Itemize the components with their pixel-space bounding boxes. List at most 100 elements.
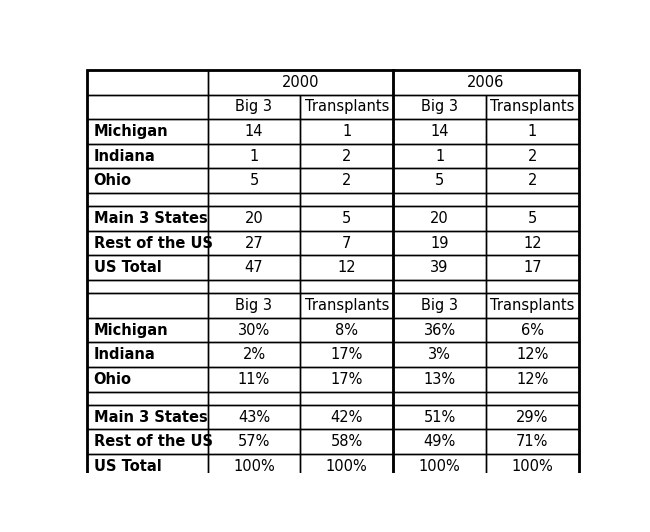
Text: 14: 14 bbox=[430, 124, 449, 139]
Text: Ohio: Ohio bbox=[94, 372, 132, 387]
Bar bbox=[486, 392, 578, 405]
Bar bbox=[207, 367, 300, 392]
Text: 17: 17 bbox=[523, 260, 541, 275]
Text: 2006: 2006 bbox=[467, 75, 504, 90]
Bar bbox=[207, 454, 300, 479]
Text: Big 3: Big 3 bbox=[235, 298, 272, 313]
Text: 100%: 100% bbox=[233, 459, 275, 474]
Text: 1: 1 bbox=[435, 148, 444, 163]
Bar bbox=[207, 280, 300, 293]
Bar bbox=[393, 454, 486, 479]
Text: Transplants: Transplants bbox=[490, 298, 575, 313]
Bar bbox=[300, 119, 393, 144]
Text: Main 3 States: Main 3 States bbox=[94, 410, 207, 425]
Bar bbox=[393, 293, 486, 318]
Bar bbox=[486, 367, 578, 392]
Text: 2: 2 bbox=[342, 148, 352, 163]
Bar bbox=[486, 95, 578, 119]
Text: 7: 7 bbox=[342, 236, 352, 251]
Bar bbox=[393, 405, 486, 429]
Bar bbox=[486, 405, 578, 429]
Bar bbox=[88, 280, 207, 293]
Bar bbox=[300, 169, 393, 193]
Bar bbox=[300, 392, 393, 405]
Bar bbox=[88, 367, 207, 392]
Bar bbox=[207, 231, 300, 255]
Text: 19: 19 bbox=[430, 236, 449, 251]
Bar bbox=[393, 206, 486, 231]
Bar bbox=[393, 70, 578, 95]
Bar bbox=[88, 392, 207, 405]
Bar bbox=[88, 405, 207, 429]
Text: 2%: 2% bbox=[242, 347, 266, 362]
Text: Michigan: Michigan bbox=[94, 322, 168, 338]
Bar bbox=[207, 169, 300, 193]
Text: 20: 20 bbox=[244, 211, 263, 226]
Bar bbox=[300, 454, 393, 479]
Bar bbox=[207, 293, 300, 318]
Text: 2: 2 bbox=[528, 173, 537, 188]
Bar bbox=[207, 318, 300, 343]
Bar bbox=[393, 367, 486, 392]
Text: 27: 27 bbox=[244, 236, 263, 251]
Text: Indiana: Indiana bbox=[94, 347, 155, 362]
Text: 12: 12 bbox=[523, 236, 541, 251]
Bar bbox=[486, 454, 578, 479]
Bar bbox=[486, 293, 578, 318]
Bar bbox=[486, 429, 578, 454]
Bar bbox=[88, 318, 207, 343]
Bar bbox=[300, 367, 393, 392]
Bar bbox=[300, 280, 393, 293]
Bar bbox=[393, 169, 486, 193]
Text: 36%: 36% bbox=[424, 322, 456, 338]
Bar bbox=[207, 119, 300, 144]
Bar bbox=[207, 392, 300, 405]
Bar bbox=[393, 119, 486, 144]
Text: 5: 5 bbox=[342, 211, 352, 226]
Text: 58%: 58% bbox=[331, 434, 363, 450]
Bar bbox=[207, 255, 300, 280]
Text: 17%: 17% bbox=[331, 347, 363, 362]
Bar bbox=[300, 255, 393, 280]
Bar bbox=[207, 429, 300, 454]
Text: 30%: 30% bbox=[238, 322, 270, 338]
Text: 14: 14 bbox=[245, 124, 263, 139]
Bar bbox=[207, 193, 300, 206]
Text: 8%: 8% bbox=[335, 322, 358, 338]
Bar bbox=[300, 231, 393, 255]
Bar bbox=[393, 280, 486, 293]
Text: 5: 5 bbox=[250, 173, 259, 188]
Bar bbox=[486, 169, 578, 193]
Bar bbox=[88, 95, 207, 119]
Bar bbox=[88, 193, 207, 206]
Text: Transplants: Transplants bbox=[490, 99, 575, 114]
Text: Transplants: Transplants bbox=[305, 298, 389, 313]
Bar bbox=[393, 392, 486, 405]
Bar bbox=[88, 119, 207, 144]
Text: 57%: 57% bbox=[238, 434, 270, 450]
Bar bbox=[300, 293, 393, 318]
Bar bbox=[486, 193, 578, 206]
Text: 49%: 49% bbox=[423, 434, 456, 450]
Text: 42%: 42% bbox=[331, 410, 363, 425]
Bar bbox=[88, 169, 207, 193]
Bar bbox=[300, 193, 393, 206]
Bar bbox=[393, 193, 486, 206]
Bar bbox=[88, 429, 207, 454]
Text: 1: 1 bbox=[342, 124, 352, 139]
Bar bbox=[393, 95, 486, 119]
Bar bbox=[88, 255, 207, 280]
Bar bbox=[88, 293, 207, 318]
Bar bbox=[393, 343, 486, 367]
Text: 3%: 3% bbox=[428, 347, 451, 362]
Bar bbox=[300, 343, 393, 367]
Text: 17%: 17% bbox=[331, 372, 363, 387]
Bar bbox=[88, 454, 207, 479]
Bar bbox=[88, 144, 207, 169]
Bar bbox=[88, 231, 207, 255]
Text: 100%: 100% bbox=[326, 459, 368, 474]
Text: Indiana: Indiana bbox=[94, 148, 155, 163]
Text: 12: 12 bbox=[337, 260, 356, 275]
Bar bbox=[300, 144, 393, 169]
Bar bbox=[300, 318, 393, 343]
